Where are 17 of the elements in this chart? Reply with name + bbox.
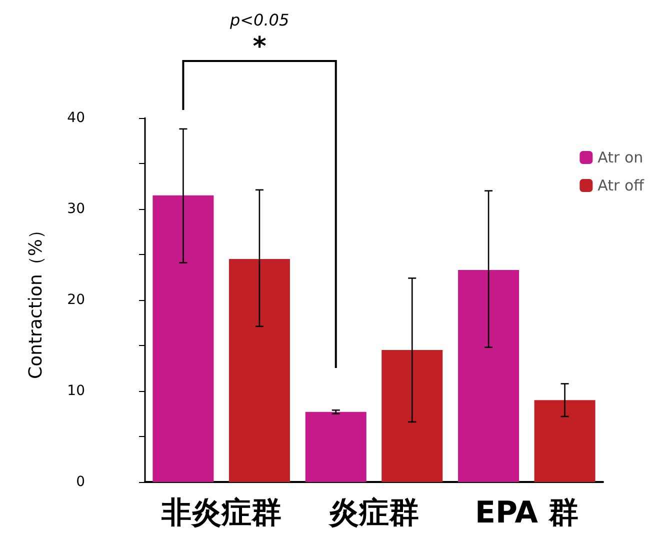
legend-label: Atr on	[598, 148, 644, 166]
y-tick-label: 40	[67, 110, 85, 126]
x-tick-label: 炎症群	[328, 496, 419, 530]
legend-label: Atr off	[598, 176, 645, 194]
bar	[382, 350, 443, 482]
text: p<0.05	[228, 10, 290, 30]
y-tick-label: 30	[67, 201, 85, 217]
x-tick-label: EPA 群	[474, 496, 578, 530]
bar	[305, 412, 366, 482]
bar	[534, 400, 596, 482]
y-tick-label: 10	[67, 383, 85, 399]
y-axis-title: Contraction（%）	[26, 221, 46, 379]
x-tick-label: 非炎症群	[160, 496, 282, 530]
bar	[458, 270, 520, 482]
text: *	[252, 32, 267, 62]
y-tick-label: 20	[67, 292, 85, 308]
y-tick-label: 0	[76, 474, 85, 490]
